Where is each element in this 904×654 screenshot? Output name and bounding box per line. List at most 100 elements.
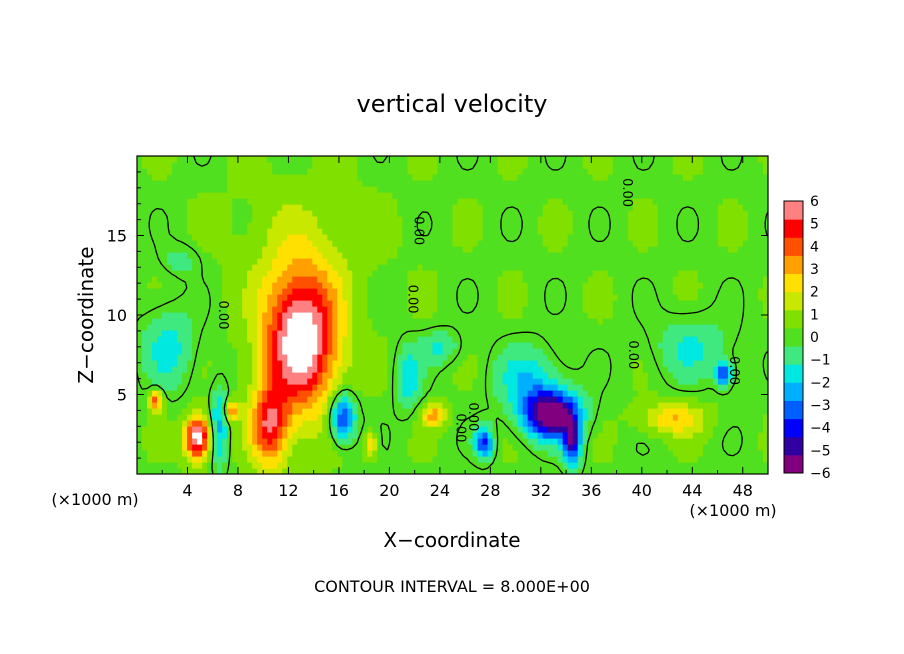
heatmap-cell <box>437 264 444 271</box>
heatmap-cell <box>592 444 599 451</box>
heatmap-cell <box>547 246 554 253</box>
heatmap-cell <box>472 330 479 337</box>
heatmap-cell <box>507 270 514 277</box>
heatmap-cell <box>642 246 649 253</box>
heatmap-cell <box>762 270 768 277</box>
heatmap-cell <box>652 312 659 319</box>
heatmap-cell <box>247 336 253 343</box>
heatmap-cell <box>512 282 519 289</box>
heatmap-cell <box>692 402 699 409</box>
heatmap-cell <box>487 246 494 253</box>
heatmap-cell <box>177 348 183 355</box>
heatmap-cell <box>442 258 449 265</box>
heatmap-cell <box>457 276 464 283</box>
heatmap-cell <box>222 450 228 457</box>
heatmap-cell <box>152 396 158 403</box>
heatmap-cell <box>382 426 388 433</box>
heatmap-cell <box>372 312 378 319</box>
heatmap-cell <box>252 258 258 265</box>
heatmap-cell <box>442 312 449 319</box>
heatmap-cell <box>657 306 664 313</box>
heatmap-cell <box>357 468 363 474</box>
heatmap-cell <box>457 252 464 259</box>
heatmap-cell <box>467 282 474 289</box>
heatmap-cell <box>547 378 554 385</box>
heatmap-cell <box>297 312 303 319</box>
heatmap-cell <box>707 306 714 313</box>
heatmap-cell <box>442 432 449 439</box>
heatmap-cell <box>337 360 343 367</box>
heatmap-cell <box>477 282 484 289</box>
heatmap-cell <box>217 390 223 397</box>
heatmap-cell <box>497 246 504 253</box>
heatmap-cell <box>762 342 768 349</box>
heatmap-cell <box>332 432 338 439</box>
heatmap-cell <box>272 270 278 277</box>
heatmap-cell <box>232 366 238 373</box>
heatmap-cell <box>327 366 333 373</box>
heatmap-cell <box>332 294 338 301</box>
heatmap-cell <box>207 270 213 277</box>
heatmap-cell <box>322 402 328 409</box>
heatmap-cell <box>517 288 524 295</box>
heatmap-cell <box>287 378 293 385</box>
heatmap-cell <box>627 378 634 385</box>
heatmap-cell <box>572 294 579 301</box>
heatmap-cell <box>502 276 509 283</box>
heatmap-cell <box>322 240 328 247</box>
heatmap-cell <box>352 420 358 427</box>
heatmap-cell <box>492 234 499 241</box>
heatmap-cell <box>157 240 163 247</box>
heatmap-cell <box>157 396 163 403</box>
heatmap-cell <box>647 456 654 463</box>
heatmap-cell <box>252 354 258 361</box>
heatmap-cell <box>412 468 419 474</box>
heatmap-cell <box>307 330 313 337</box>
heatmap-cell <box>232 390 238 397</box>
heatmap-cell <box>217 348 223 355</box>
heatmap-cell <box>662 282 669 289</box>
heatmap-cell <box>492 438 499 445</box>
heatmap-cell <box>222 264 228 271</box>
heatmap-cell <box>437 324 444 331</box>
heatmap-cell <box>512 414 519 421</box>
heatmap-cell <box>342 246 348 253</box>
heatmap-cell <box>242 390 248 397</box>
heatmap-cell <box>597 294 604 301</box>
heatmap-cell <box>542 270 549 277</box>
heatmap-cell <box>217 366 223 373</box>
heatmap-cell <box>642 396 649 403</box>
heatmap-cell <box>762 330 768 337</box>
heatmap-cell <box>617 438 624 445</box>
heatmap-cell <box>572 252 579 259</box>
heatmap-cell <box>357 372 363 379</box>
heatmap-cell <box>642 390 649 397</box>
heatmap-cell <box>197 252 203 259</box>
heatmap-cell <box>652 276 659 283</box>
heatmap-cell <box>412 396 419 403</box>
heatmap-cell <box>632 384 639 391</box>
heatmap-cell <box>182 264 188 271</box>
heatmap-cell <box>352 246 358 253</box>
heatmap-cell <box>422 390 429 397</box>
heatmap-cell <box>652 300 659 307</box>
heatmap-cell <box>582 342 589 349</box>
heatmap-cell <box>227 384 233 391</box>
heatmap-cell <box>302 240 308 247</box>
heatmap-cell <box>437 384 444 391</box>
heatmap-cell <box>577 300 584 307</box>
heatmap-cell <box>447 456 454 463</box>
heatmap-cell <box>297 252 303 259</box>
heatmap-cell <box>437 240 444 247</box>
heatmap-cell <box>312 408 318 415</box>
heatmap-cell <box>237 264 243 271</box>
heatmap-cell <box>672 414 679 421</box>
heatmap-cell <box>502 348 509 355</box>
heatmap-cell <box>672 450 679 457</box>
heatmap-cell <box>682 318 689 325</box>
heatmap-cell <box>687 444 694 451</box>
heatmap-cell <box>352 462 358 469</box>
heatmap-cell <box>402 264 409 271</box>
heatmap-cell <box>377 444 383 451</box>
heatmap-cell <box>467 444 474 451</box>
